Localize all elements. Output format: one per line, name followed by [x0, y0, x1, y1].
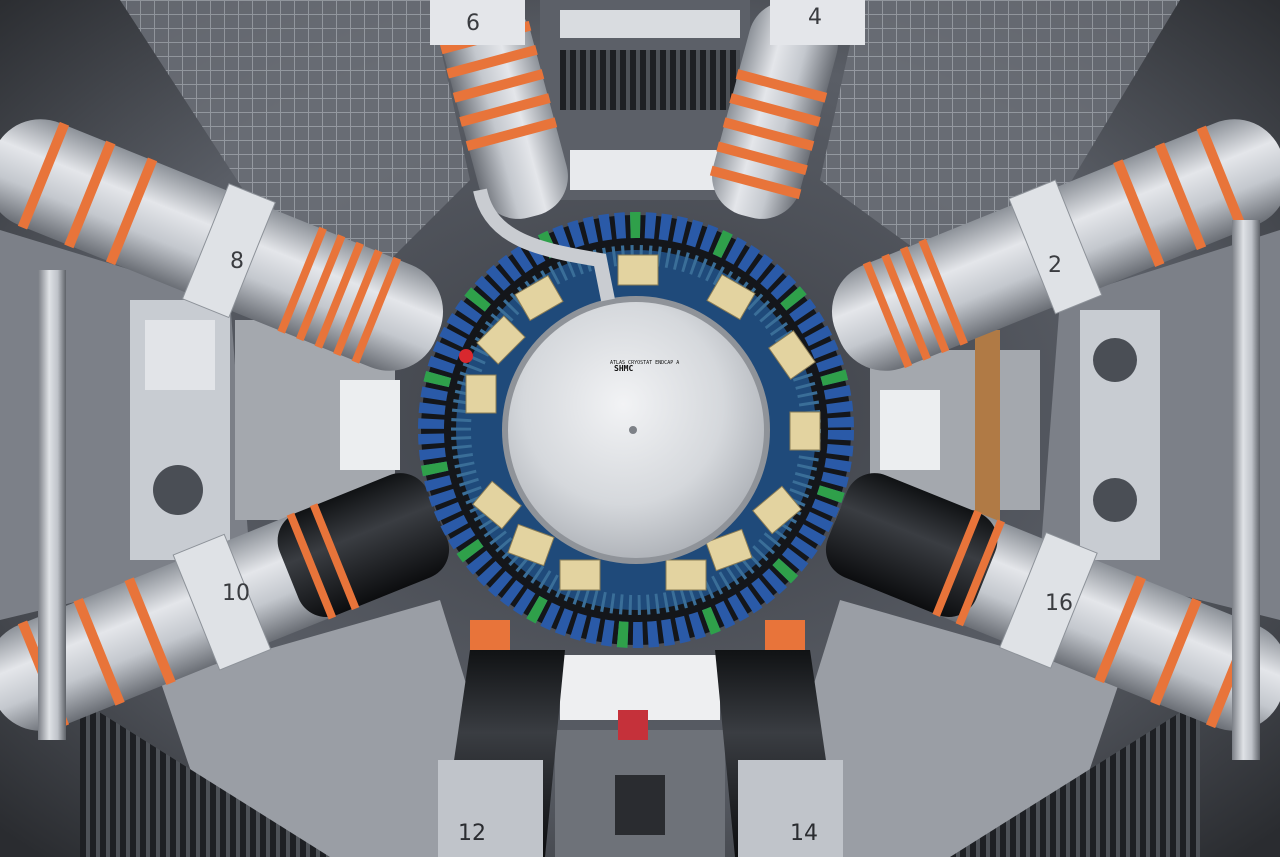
top-pipe	[473, 188, 615, 302]
disc-label-line2: SHMC	[614, 364, 633, 373]
left-vertical-pipe	[38, 270, 66, 740]
coil-number-6: 6	[466, 11, 480, 36]
coil-number-14: 14	[790, 821, 818, 846]
coil-number-12: 12	[458, 821, 486, 846]
toroid-coil-top-right	[709, 1, 838, 219]
coil-number-4: 4	[808, 5, 822, 30]
disc-center-hole	[629, 426, 637, 434]
coil-number-16: 16	[1045, 591, 1073, 616]
toroid-coil-right	[831, 119, 1280, 371]
toroid-coil-left	[0, 119, 444, 371]
coil-number-10: 10	[222, 581, 250, 606]
toroid-coil-bottom-right	[825, 473, 1280, 731]
right-vertical-pipe	[1232, 220, 1260, 760]
coil-4-flange	[770, 0, 865, 45]
disc-label-line1: ATLAS CRYOSTAT ENDCAP A	[610, 360, 679, 366]
toroid-coil-top-left	[439, 1, 568, 219]
toroid-coil-bottom-left	[0, 473, 450, 731]
coil-number-8: 8	[230, 249, 244, 274]
top-scaffolding	[120, 0, 1180, 270]
coil-number-2: 2	[1048, 253, 1062, 278]
coil-6-flange	[430, 0, 525, 45]
red-fitting	[459, 349, 473, 363]
bottom-structures	[80, 600, 1200, 857]
